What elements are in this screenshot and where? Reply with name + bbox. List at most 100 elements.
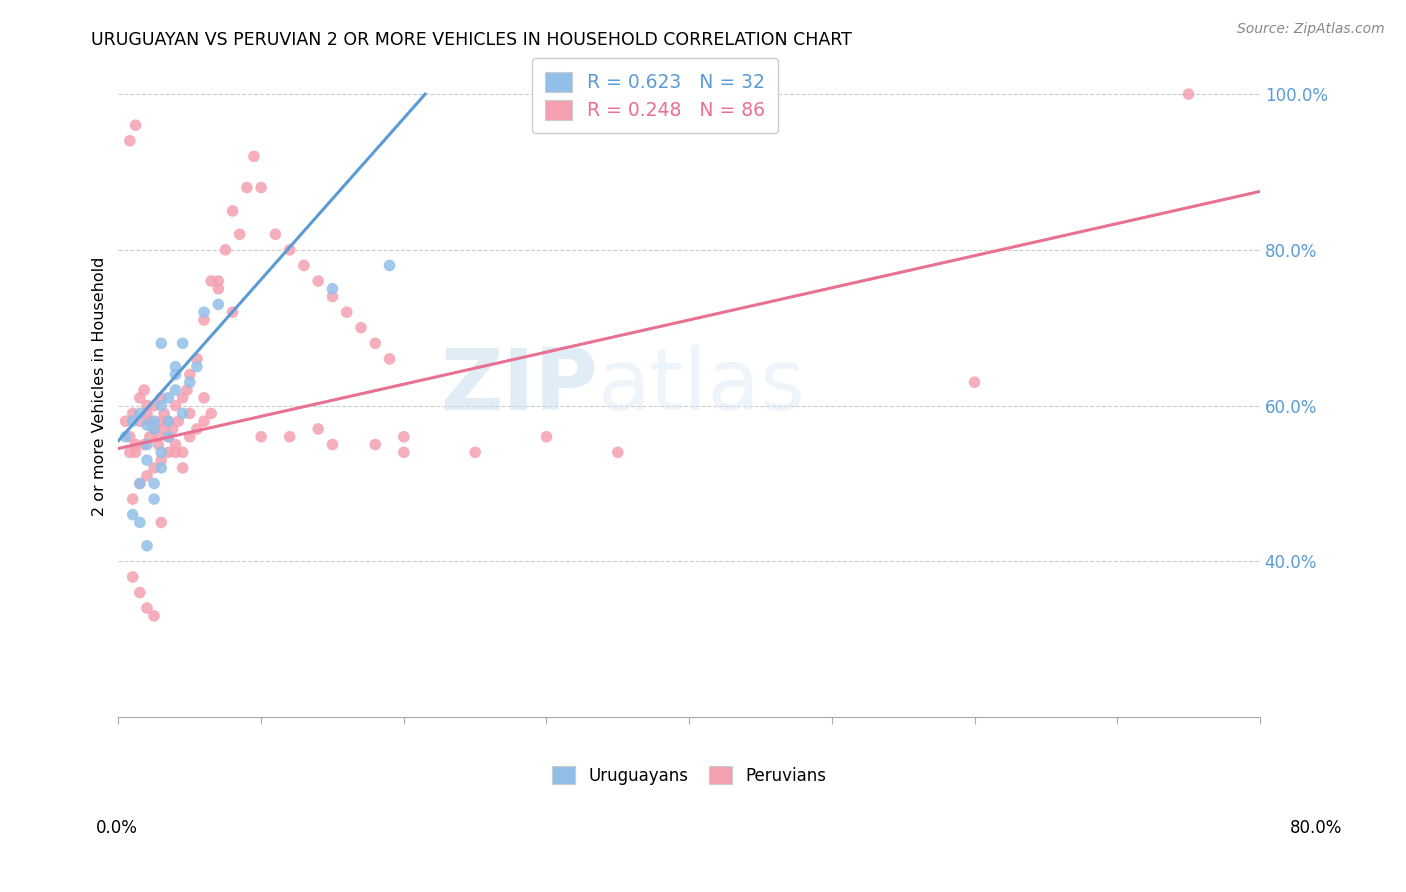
Point (250, 430, 273, 444)
Point (153, 406, 176, 420)
Point (350, 320, 373, 334)
Point (128, 414, 150, 428)
Point (157, 391, 180, 405)
Point (1177, 87, 1199, 101)
Point (134, 383, 156, 397)
Point (128, 585, 150, 599)
Point (236, 180, 259, 194)
Point (221, 203, 243, 218)
Point (186, 351, 208, 366)
Point (143, 422, 166, 436)
Point (148, 437, 170, 451)
Point (307, 274, 329, 288)
Point (121, 406, 143, 420)
Point (150, 391, 173, 405)
Text: 80.0%: 80.0% (1291, 819, 1343, 837)
Point (243, 149, 266, 163)
Point (150, 399, 173, 413)
Point (136, 468, 159, 483)
Point (150, 453, 173, 467)
Point (165, 399, 187, 413)
Point (176, 383, 198, 397)
Point (165, 368, 187, 382)
Point (292, 259, 315, 273)
Point (139, 414, 162, 428)
Point (307, 422, 329, 436)
Point (118, 134, 141, 148)
Point (118, 430, 141, 444)
Point (143, 422, 166, 436)
Point (124, 437, 146, 451)
Point (121, 570, 143, 584)
Point (228, 227, 250, 242)
Point (121, 508, 143, 522)
Point (150, 445, 173, 459)
Point (179, 368, 201, 382)
Point (378, 259, 401, 273)
Point (278, 430, 301, 444)
Point (124, 118, 146, 132)
Text: 0.0%: 0.0% (96, 819, 138, 837)
Point (186, 422, 208, 436)
Point (134, 437, 156, 451)
Point (464, 445, 486, 459)
Point (364, 336, 387, 351)
Point (150, 336, 173, 351)
Point (172, 391, 194, 405)
Point (157, 414, 180, 428)
Point (364, 437, 387, 451)
Point (264, 227, 287, 242)
Point (200, 406, 222, 420)
Text: ZIP: ZIP (440, 344, 598, 427)
Point (114, 414, 136, 428)
Point (165, 445, 187, 459)
Point (143, 414, 166, 428)
Point (179, 430, 201, 444)
Y-axis label: 2 or more Vehicles in Household: 2 or more Vehicles in Household (93, 257, 107, 516)
Point (200, 274, 222, 288)
Point (128, 391, 150, 405)
Point (278, 243, 301, 257)
Point (167, 414, 190, 428)
Text: Source: ZipAtlas.com: Source: ZipAtlas.com (1237, 22, 1385, 37)
Point (321, 282, 343, 296)
Point (321, 437, 343, 451)
Text: atlas: atlas (598, 344, 806, 427)
Point (136, 539, 159, 553)
Point (143, 491, 166, 506)
Point (121, 491, 143, 506)
Point (136, 601, 159, 615)
Point (157, 430, 180, 444)
Point (148, 430, 170, 444)
Point (136, 399, 159, 413)
Point (165, 383, 187, 397)
Point (136, 418, 159, 433)
Point (193, 391, 215, 405)
Point (392, 445, 415, 459)
Point (150, 516, 173, 530)
Legend: Uruguayans, Peruvians: Uruguayans, Peruvians (553, 766, 827, 785)
Point (193, 313, 215, 327)
Point (143, 399, 166, 413)
Point (172, 445, 194, 459)
Point (162, 422, 184, 436)
Point (172, 461, 194, 475)
Point (193, 305, 215, 319)
Point (172, 336, 194, 351)
Point (207, 274, 229, 288)
Point (392, 430, 415, 444)
Point (128, 516, 150, 530)
Point (143, 461, 166, 475)
Point (193, 414, 215, 428)
Point (221, 305, 243, 319)
Point (165, 359, 187, 374)
Point (207, 282, 229, 296)
Point (963, 376, 986, 390)
Point (250, 180, 273, 194)
Point (128, 476, 150, 491)
Point (336, 305, 359, 319)
Point (179, 376, 201, 390)
Point (157, 414, 180, 428)
Point (165, 437, 187, 451)
Point (179, 406, 201, 420)
